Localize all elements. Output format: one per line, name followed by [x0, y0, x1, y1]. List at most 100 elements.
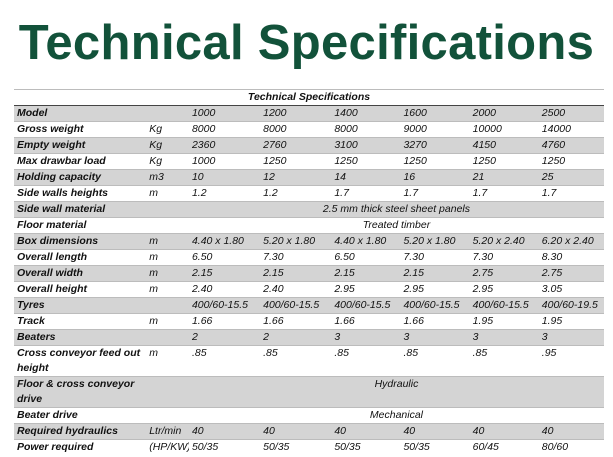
- row-unit: m: [146, 313, 189, 330]
- row-unit: Kg: [146, 121, 189, 138]
- row-value: 40: [400, 423, 470, 440]
- row-value: 3: [331, 329, 401, 346]
- row-label: Side wall material: [14, 201, 147, 218]
- row-value: 2: [188, 329, 261, 346]
- row-value: 40: [260, 423, 332, 440]
- page-title: Technical Specifications: [18, 16, 595, 70]
- row-unit: [146, 297, 189, 314]
- row-value: 1250: [331, 153, 401, 170]
- table-row: Max drawbar load Kg 1000 1250 1250 1250 1250 12…: [14, 153, 604, 170]
- row-unit: [146, 329, 189, 346]
- row-span-value: Treated timber: [188, 217, 604, 234]
- row-value: 50/35: [188, 439, 261, 455]
- row-label: Box dimensions: [14, 233, 147, 250]
- row-value: 1.66: [331, 313, 401, 330]
- row-unit: m3: [146, 169, 189, 186]
- row-value: 5.20 x 1.80: [260, 233, 332, 250]
- row-label: Cross conveyor feed out height: [14, 345, 147, 377]
- row-value: 2.40: [188, 281, 261, 298]
- row-value: 14: [331, 169, 401, 186]
- row-value: 6.50: [188, 249, 261, 266]
- row-value: 60/45: [469, 439, 539, 455]
- table-row: Beater drive Mechanical: [14, 407, 604, 424]
- row-value: 1.7: [331, 185, 401, 202]
- row-value: 2.15: [188, 265, 261, 282]
- row-unit: Kg: [146, 137, 189, 154]
- row-value: 1400: [331, 105, 401, 122]
- row-value: 2.75: [538, 265, 604, 282]
- row-unit: [146, 217, 189, 234]
- table-row: Side walls heights m 1.2 1.2 1.7 1.7 1.7 1.7: [14, 185, 604, 202]
- table-row: Beaters 2 2 3 3 3 3: [14, 329, 604, 346]
- row-value: 2.15: [400, 265, 470, 282]
- row-label: Overall height: [14, 281, 147, 298]
- table-row: Overall length m 6.50 7.30 6.50 7.30 7.30 8.30: [14, 249, 604, 266]
- table-row: Empty weight Kg 2360 2760 3100 3270 4150 4760: [14, 137, 604, 154]
- row-value: 2.95: [400, 281, 470, 298]
- row-value: 1000: [188, 153, 261, 170]
- row-value: 1000: [188, 105, 261, 122]
- row-label: Beaters: [14, 329, 147, 346]
- row-value: 7.30: [400, 249, 470, 266]
- row-span-value: Mechanical: [188, 407, 604, 424]
- table-row: Cross conveyor feed out height m .85.85.85…: [14, 345, 604, 377]
- row-value: 7.30: [469, 249, 539, 266]
- row-value: 5.20 x 1.80: [400, 233, 470, 250]
- row-unit: m: [146, 233, 189, 250]
- row-value: 4.40 x 1.80: [188, 233, 261, 250]
- table-row: Box dimensions m 4.40 x 1.80 5.20 x 1.80 4.4…: [14, 233, 604, 250]
- row-value: 1.2: [188, 185, 261, 202]
- row-value: 50/35: [400, 439, 470, 455]
- row-value: 10000: [469, 121, 539, 138]
- row-value: 2.15: [331, 265, 401, 282]
- row-value: 4760: [538, 137, 604, 154]
- row-value: 50/35: [331, 439, 401, 455]
- row-label: Gross weight: [14, 121, 147, 138]
- row-value: 8000: [188, 121, 261, 138]
- row-unit: (HP/KW): [146, 439, 189, 455]
- row-value: 1.7: [469, 185, 539, 202]
- row-label: Holding capacity: [14, 169, 147, 186]
- row-value: 4150: [469, 137, 539, 154]
- row-value: 1200: [260, 105, 332, 122]
- row-value: 8000: [260, 121, 332, 138]
- table-row: Holding capacity m3 10 12 14 16 21 25: [14, 169, 604, 186]
- row-label: Overall width: [14, 265, 147, 282]
- row-label: Overall length: [14, 249, 147, 266]
- row-value: 25: [538, 169, 604, 186]
- row-unit: [146, 376, 189, 408]
- row-value: 2.75: [469, 265, 539, 282]
- row-value: 400/60-15.5: [400, 297, 470, 314]
- row-value: 400/60-15.5: [469, 297, 539, 314]
- row-unit: m: [146, 249, 189, 266]
- row-value: 3100: [331, 137, 401, 154]
- table-row: Side wall material 2.5 mm thick steel she…: [14, 201, 604, 218]
- row-value: 2760: [260, 137, 332, 154]
- row-unit: [146, 105, 189, 122]
- row-label: Floor & cross conveyor drive: [14, 376, 147, 408]
- row-label: Tyres: [14, 297, 147, 314]
- table-row: Tyres 400/60-15.5 400/60-15.5 400/60-15.5 40…: [14, 297, 604, 314]
- row-value: 1250: [260, 153, 332, 170]
- row-label: Floor material: [14, 217, 147, 234]
- row-label: Beater drive: [14, 407, 147, 424]
- row-value: .85: [469, 345, 539, 377]
- row-value: 40: [331, 423, 401, 440]
- row-span-value: 2.5 mm thick steel sheet panels: [188, 201, 604, 218]
- row-value: 2360: [188, 137, 261, 154]
- row-value: 2500: [538, 105, 604, 122]
- row-value: 6.20 x 2.40: [538, 233, 604, 250]
- row-value: 3270: [400, 137, 470, 154]
- row-value: 2000: [469, 105, 539, 122]
- row-value: 40: [469, 423, 539, 440]
- row-label: Max drawbar load: [14, 153, 147, 170]
- row-value: 400/60-19.5: [538, 297, 604, 314]
- table-row: Gross weight Kg 8000 8000 8000 9000 10000 14000: [14, 121, 604, 138]
- row-value: 3: [469, 329, 539, 346]
- row-value: 1250: [469, 153, 539, 170]
- table-row: Overall width m 2.15 2.15 2.15 2.15 2.75 2.75: [14, 265, 604, 282]
- row-value: .85: [331, 345, 401, 377]
- row-value: 1.66: [260, 313, 332, 330]
- row-value: 40: [188, 423, 261, 440]
- row-value: 8000: [331, 121, 401, 138]
